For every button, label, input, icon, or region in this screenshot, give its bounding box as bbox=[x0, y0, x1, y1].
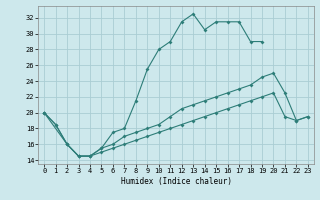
X-axis label: Humidex (Indice chaleur): Humidex (Indice chaleur) bbox=[121, 177, 231, 186]
